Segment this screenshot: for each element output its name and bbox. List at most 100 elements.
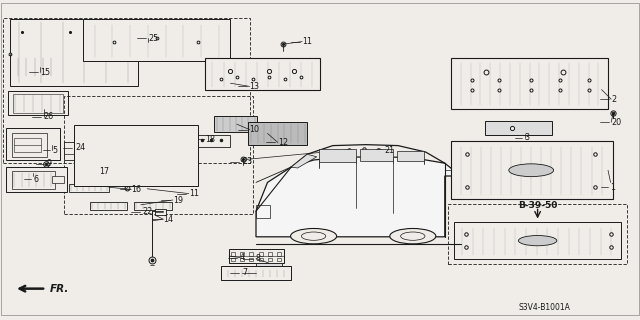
Ellipse shape: [301, 232, 326, 240]
Bar: [90, 24, 224, 58]
Bar: [88, 36, 97, 46]
Bar: [213, 36, 222, 46]
Text: 3: 3: [525, 133, 530, 142]
Bar: [64, 96, 253, 214]
Bar: [231, 258, 235, 261]
Polygon shape: [454, 222, 621, 259]
Bar: [16, 57, 53, 76]
Text: 17: 17: [99, 167, 109, 176]
Text: 22: 22: [142, 207, 152, 216]
Bar: [268, 258, 272, 261]
Bar: [229, 249, 284, 263]
Bar: [240, 258, 244, 261]
Bar: [460, 227, 615, 256]
Bar: [78, 130, 192, 183]
Ellipse shape: [518, 236, 557, 246]
Polygon shape: [10, 19, 138, 86]
Polygon shape: [485, 121, 552, 135]
Bar: [259, 258, 262, 261]
Polygon shape: [74, 125, 198, 186]
Text: 6: 6: [33, 175, 38, 184]
Text: 11: 11: [189, 189, 199, 198]
Ellipse shape: [401, 232, 425, 240]
Text: 9: 9: [46, 159, 51, 168]
Text: 5: 5: [52, 146, 58, 155]
Bar: [150, 138, 162, 145]
Text: 18: 18: [205, 135, 215, 144]
Bar: [65, 32, 76, 42]
Polygon shape: [221, 266, 291, 280]
Text: 12: 12: [278, 138, 288, 147]
Polygon shape: [319, 149, 356, 162]
Polygon shape: [451, 141, 613, 199]
Text: 19: 19: [173, 196, 183, 204]
Polygon shape: [256, 263, 282, 268]
Bar: [134, 202, 172, 210]
Polygon shape: [291, 154, 317, 168]
Text: 7: 7: [242, 268, 247, 277]
Text: 16: 16: [131, 185, 141, 194]
Bar: [17, 32, 28, 42]
Text: S3V4-B1001A: S3V4-B1001A: [518, 303, 570, 312]
Bar: [277, 252, 281, 256]
Bar: [3, 18, 250, 163]
Polygon shape: [83, 19, 230, 61]
Bar: [12, 171, 55, 189]
Bar: [210, 61, 315, 88]
Text: 2: 2: [611, 95, 616, 104]
Bar: [52, 176, 64, 183]
Text: B-39-50: B-39-50: [518, 201, 557, 210]
Bar: [8, 91, 68, 115]
Bar: [226, 269, 286, 278]
Text: 13: 13: [250, 82, 260, 91]
Bar: [113, 32, 124, 42]
Bar: [458, 61, 602, 106]
Bar: [458, 146, 606, 195]
Bar: [12, 133, 47, 157]
Ellipse shape: [291, 228, 337, 244]
Bar: [195, 135, 230, 147]
Bar: [250, 252, 253, 256]
Bar: [69, 184, 109, 192]
Bar: [16, 27, 134, 77]
Text: 14: 14: [163, 215, 173, 224]
Text: 26: 26: [44, 112, 54, 121]
Bar: [106, 138, 117, 145]
Bar: [240, 252, 244, 256]
Bar: [268, 252, 272, 256]
Text: FR.: FR.: [50, 284, 69, 294]
Polygon shape: [360, 149, 393, 161]
Bar: [259, 252, 262, 256]
Bar: [277, 258, 281, 261]
Bar: [6, 128, 60, 160]
Ellipse shape: [390, 228, 436, 244]
Polygon shape: [248, 122, 307, 145]
Text: 25: 25: [148, 34, 159, 43]
Bar: [90, 202, 127, 210]
Polygon shape: [451, 58, 608, 109]
Text: 21: 21: [384, 146, 394, 155]
Bar: [64, 142, 88, 160]
Polygon shape: [397, 151, 424, 162]
Text: 1: 1: [611, 183, 616, 192]
Bar: [231, 252, 235, 256]
Ellipse shape: [509, 164, 554, 177]
Text: 15: 15: [40, 68, 51, 76]
Text: 10: 10: [250, 125, 260, 134]
Bar: [13, 94, 63, 113]
Text: 11: 11: [302, 37, 312, 46]
Bar: [128, 138, 140, 145]
Bar: [6, 167, 67, 192]
Text: 20: 20: [611, 118, 621, 127]
Text: 8: 8: [256, 254, 261, 263]
Polygon shape: [205, 58, 320, 90]
Bar: [83, 138, 95, 145]
Text: 4: 4: [240, 253, 245, 262]
Bar: [14, 138, 41, 152]
Polygon shape: [256, 157, 461, 237]
Text: 24: 24: [75, 143, 85, 152]
Bar: [250, 258, 253, 261]
Bar: [448, 204, 627, 264]
Text: 23: 23: [242, 157, 252, 166]
Bar: [256, 205, 270, 218]
